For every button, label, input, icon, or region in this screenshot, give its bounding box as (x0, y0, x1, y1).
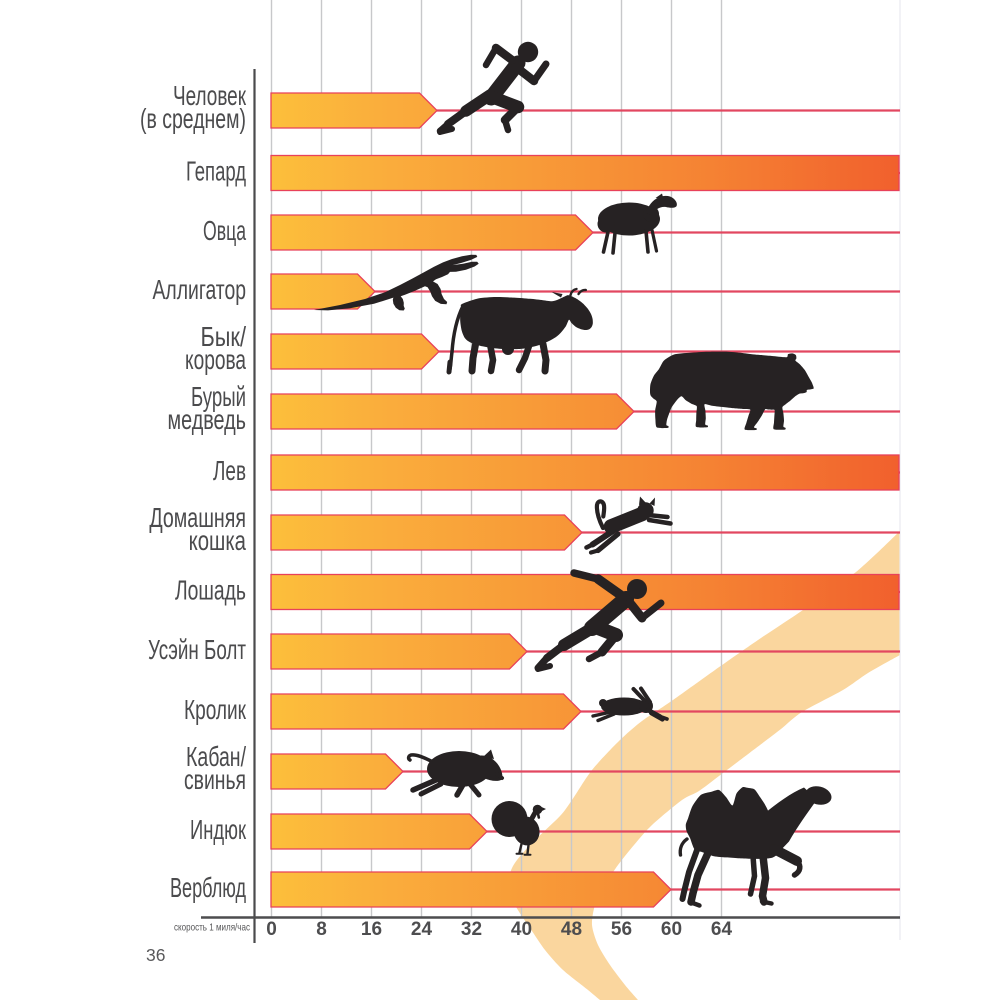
svg-text:Аллигатор: Аллигатор (153, 274, 247, 305)
svg-text:Верблюд: Верблюд (170, 872, 246, 903)
svg-text:Кабан/: Кабан/ (186, 741, 246, 772)
svg-text:32: 32 (461, 919, 482, 940)
svg-text:Бурый: Бурый (191, 381, 246, 412)
svg-text:Лев: Лев (213, 455, 246, 486)
svg-text:64: 64 (711, 919, 733, 940)
svg-text:(в среднем): (в среднем) (140, 103, 246, 134)
svg-text:Овца: Овца (203, 215, 246, 246)
svg-text:Бык/: Бык/ (201, 321, 247, 352)
svg-text:8: 8 (316, 919, 327, 940)
svg-text:56: 56 (611, 919, 632, 940)
svg-text:скорость 1 миля/час: скорость 1 миля/час (174, 922, 250, 934)
svg-text:24: 24 (411, 919, 433, 940)
svg-text:48: 48 (561, 919, 582, 940)
svg-text:Усэйн Болт: Усэйн Болт (148, 634, 246, 665)
svg-text:Домашняя: Домашняя (149, 502, 246, 533)
svg-text:медведь: медведь (168, 404, 247, 435)
svg-text:60: 60 (661, 919, 682, 940)
svg-text:Кролик: Кролик (184, 694, 247, 725)
svg-text:корова: корова (185, 344, 246, 375)
svg-text:Гепард: Гепард (186, 156, 246, 187)
svg-text:40: 40 (511, 919, 532, 940)
svg-text:свинья: свинья (184, 764, 246, 795)
svg-text:36: 36 (146, 945, 165, 965)
svg-text:кошка: кошка (189, 525, 247, 556)
svg-text:Лошадь: Лошадь (175, 575, 246, 606)
svg-text:16: 16 (361, 919, 382, 940)
svg-text:Человек: Человек (173, 80, 247, 111)
svg-text:0: 0 (266, 919, 277, 940)
svg-text:Индюк: Индюк (190, 814, 246, 845)
